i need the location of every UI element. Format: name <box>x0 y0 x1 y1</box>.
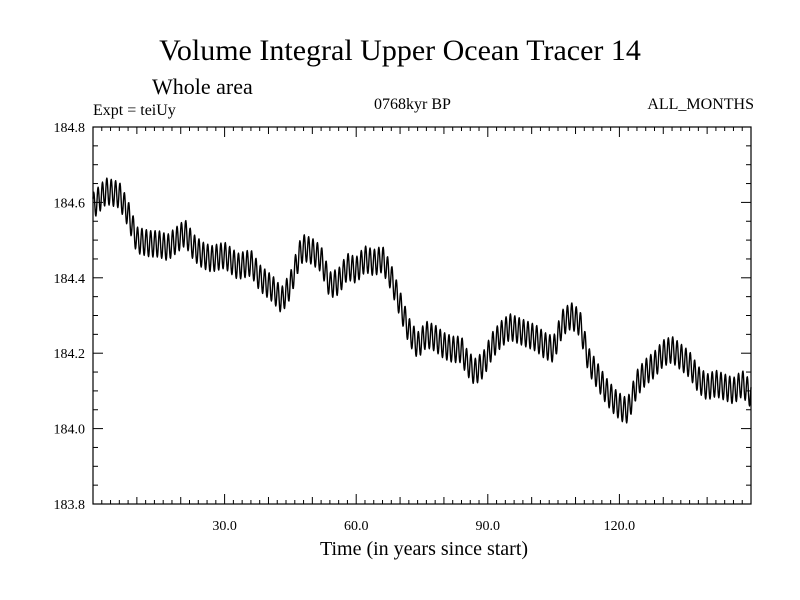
x-tick-label: 90.0 <box>476 519 501 534</box>
experiment-label: Expt = teiUy <box>93 102 176 119</box>
y-tick-label: 183.8 <box>54 498 86 513</box>
x-tick-label: 120.0 <box>604 519 636 534</box>
chart-subtitle: Whole area <box>152 74 253 99</box>
months-label: ALL_MONTHS <box>647 96 754 113</box>
chart-title: Volume Integral Upper Ocean Tracer 14 <box>159 34 641 67</box>
period-label: 0768kyr BP <box>374 96 451 113</box>
x-tick-label: 30.0 <box>212 519 237 534</box>
x-tick-label: 60.0 <box>344 519 369 534</box>
y-tick-label: 184.4 <box>54 272 86 287</box>
series-line <box>92 177 752 424</box>
y-tick-label: 184.8 <box>54 121 86 136</box>
y-tick-label: 184.6 <box>54 196 86 211</box>
x-axis-label: Time (in years since start) <box>319 538 529 560</box>
y-tick-label: 184.2 <box>54 347 86 362</box>
y-tick-label: 184.0 <box>54 423 86 438</box>
plot-frame <box>92 126 752 505</box>
